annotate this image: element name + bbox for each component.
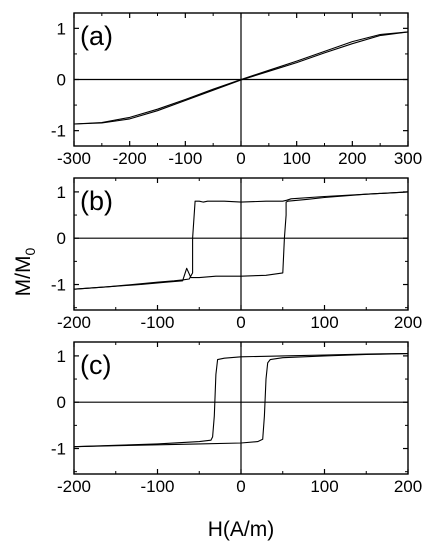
- panel-label: (c): [80, 350, 111, 380]
- y-axis-title-main: M/M: [12, 255, 35, 296]
- y-tick-label: 1: [57, 19, 66, 38]
- y-tick-label: -1: [51, 276, 66, 295]
- x-axis-title: H(A/m): [208, 518, 275, 541]
- panel-label: (b): [80, 186, 113, 216]
- panel-2: -200 -100 0 100 200 -1 0 1 (b): [51, 177, 422, 332]
- y-axis-title-subscript: 0: [22, 247, 38, 255]
- curve-ascending: [73, 353, 409, 448]
- curve-ascending: [73, 191, 409, 290]
- panel-1: -300 -200 -100 0 100 200 300 -1 0 1 (a): [51, 12, 422, 168]
- y-tick-label: 0: [57, 393, 66, 412]
- x-tick-label: 200: [338, 149, 366, 168]
- panel-label: (a): [80, 21, 113, 51]
- curve-ascending: [73, 31, 409, 125]
- x-tick-label: -100: [168, 149, 202, 168]
- panels: -300 -200 -100 0 100 200 300-101 (a)-200 -100 0 10…: [51, 12, 422, 496]
- x-tick-label: -200: [57, 313, 91, 332]
- curve-descending: [73, 353, 409, 448]
- x-tick-label: 200: [394, 313, 422, 332]
- x-tick-label: -100: [140, 477, 174, 496]
- y-tick-label: 1: [57, 183, 66, 202]
- y-tick-label: 0: [57, 71, 66, 90]
- panel-3: -200 -100 0 100 200 -1 0 1 (c): [51, 341, 422, 496]
- x-tick-label: 100: [310, 477, 338, 496]
- y-tick-label: -1: [51, 122, 66, 141]
- x-tick-label: 200: [394, 477, 422, 496]
- curve-descending: [73, 191, 409, 290]
- y-tick-label: 1: [57, 347, 66, 366]
- x-tick-label: 100: [282, 149, 310, 168]
- x-tick-label: -100: [140, 313, 174, 332]
- x-tick-label: 0: [236, 477, 245, 496]
- x-tick-label: -200: [113, 149, 147, 168]
- y-tick-label: 0: [57, 229, 66, 248]
- x-tick-label: -200: [57, 477, 91, 496]
- x-tick-label: 0: [236, 313, 245, 332]
- x-tick-label: 300: [394, 149, 422, 168]
- x-tick-label: 0: [236, 149, 245, 168]
- x-tick-label: 100: [310, 313, 338, 332]
- y-tick-label: -1: [51, 440, 66, 459]
- x-tick-label: -300: [57, 149, 91, 168]
- y-axis-title: M/M0: [12, 247, 38, 296]
